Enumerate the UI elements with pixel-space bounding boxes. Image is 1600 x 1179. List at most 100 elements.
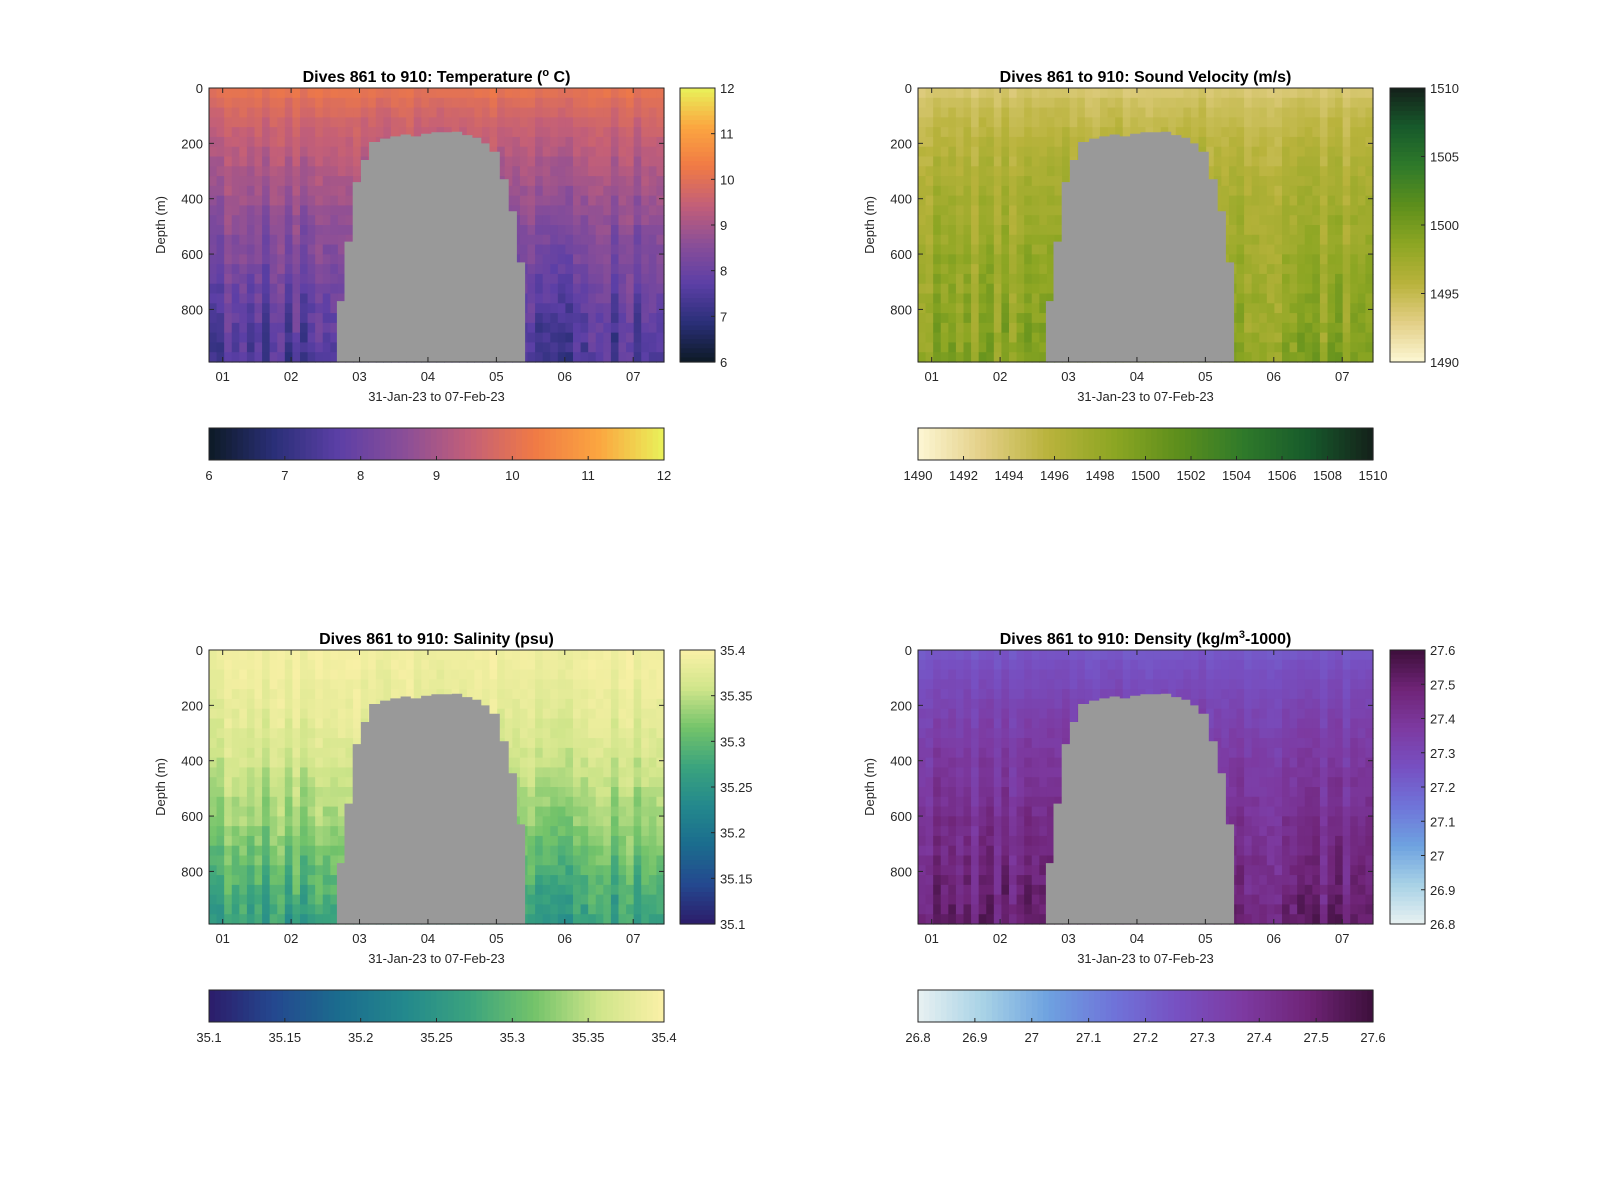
heatmap-cell bbox=[986, 97, 995, 109]
heatmap-cell bbox=[641, 146, 650, 158]
heatmap-cell bbox=[656, 185, 665, 197]
heatmap-cell bbox=[1062, 166, 1071, 177]
heatmap-cell bbox=[1077, 97, 1086, 109]
heatmap-cell bbox=[315, 185, 324, 197]
heatmap-cell bbox=[1266, 156, 1276, 167]
colorbar-segment bbox=[629, 428, 637, 460]
heatmap-cell bbox=[948, 185, 957, 197]
heatmap-cell bbox=[322, 97, 331, 109]
heatmap-cell bbox=[315, 225, 324, 236]
heatmap-cell bbox=[315, 884, 324, 896]
heatmap-cell bbox=[993, 88, 1003, 99]
heatmap-cell bbox=[209, 728, 218, 739]
colorbar-segment bbox=[680, 156, 715, 162]
colorbar-segment bbox=[680, 179, 715, 185]
heatmap-cell bbox=[307, 342, 316, 353]
heatmap-cell bbox=[618, 107, 627, 118]
heatmap-cell bbox=[1198, 97, 1207, 109]
heatmap-cell bbox=[1009, 117, 1018, 128]
heatmap-cell bbox=[1319, 185, 1329, 197]
heatmap-cell bbox=[307, 650, 316, 661]
heatmap-cell bbox=[307, 166, 316, 177]
heatmap-cell bbox=[918, 127, 927, 138]
colorbar-segment bbox=[1390, 247, 1425, 253]
heatmap-cell bbox=[254, 904, 263, 915]
heatmap-cell bbox=[1062, 146, 1071, 158]
heatmap-cell bbox=[284, 352, 294, 363]
heatmap-cell bbox=[550, 303, 559, 314]
heatmap-cell bbox=[337, 225, 347, 236]
heatmap-cell bbox=[216, 787, 225, 798]
heatmap-cell bbox=[1327, 185, 1336, 197]
heatmap-cell bbox=[254, 146, 263, 158]
heatmap-cell bbox=[345, 156, 354, 167]
heatmap-cell bbox=[345, 679, 354, 690]
heatmap-cell bbox=[573, 205, 582, 216]
heatmap-cell bbox=[1297, 156, 1306, 167]
heatmap-cell bbox=[595, 293, 604, 304]
heatmap-cell bbox=[231, 835, 240, 847]
heatmap-cell bbox=[519, 127, 529, 138]
heatmap-cell bbox=[231, 176, 240, 187]
heatmap-cell bbox=[1327, 127, 1336, 138]
heatmap-cell bbox=[1282, 146, 1291, 158]
heatmap-cell bbox=[993, 332, 1003, 344]
heatmap-cell bbox=[1039, 283, 1048, 295]
heatmap-cell bbox=[254, 855, 263, 866]
heatmap-cell bbox=[1221, 205, 1230, 216]
heatmap-cell bbox=[239, 97, 248, 109]
heatmap-cell bbox=[1054, 215, 1063, 226]
heatmap-cell bbox=[940, 185, 949, 197]
heatmap-cell bbox=[1282, 107, 1291, 118]
heatmap-cell bbox=[322, 254, 331, 265]
heatmap-cell bbox=[512, 127, 521, 138]
heatmap-cell bbox=[1274, 352, 1283, 363]
heatmap-cell bbox=[216, 708, 225, 720]
colorbar-segment bbox=[1390, 142, 1425, 148]
heatmap-cell bbox=[1274, 303, 1283, 314]
heatmap-cell bbox=[1001, 156, 1010, 167]
heatmap-cell bbox=[1145, 97, 1154, 109]
heatmap-cell bbox=[231, 728, 240, 739]
colorbar-segment bbox=[680, 133, 715, 139]
heatmap-cell bbox=[1297, 205, 1306, 216]
colorbar-segment bbox=[1202, 428, 1209, 460]
colorbar-segment bbox=[373, 428, 381, 460]
colorbar-segment bbox=[1054, 428, 1061, 460]
heatmap-cell bbox=[1077, 117, 1086, 128]
heatmap-cell bbox=[269, 195, 278, 207]
heatmap-cell bbox=[262, 816, 271, 827]
heatmap-cell bbox=[284, 865, 294, 876]
heatmap-cell bbox=[1304, 97, 1313, 109]
heatmap-cell bbox=[527, 855, 536, 866]
heatmap-cell bbox=[1282, 215, 1291, 226]
heatmap-cell bbox=[315, 322, 324, 334]
heatmap-cell bbox=[519, 176, 529, 187]
colorbar-segment bbox=[680, 352, 715, 359]
heatmap-cell bbox=[262, 796, 271, 808]
heatmap-cell bbox=[254, 747, 263, 759]
heatmap-cell bbox=[1266, 225, 1276, 236]
colorbar-segment bbox=[618, 428, 625, 460]
heatmap-cell bbox=[307, 195, 316, 207]
heatmap-cell bbox=[588, 176, 597, 187]
heatmap-cell bbox=[1009, 303, 1018, 314]
heatmap-cell bbox=[209, 88, 218, 99]
heatmap-cell bbox=[595, 273, 604, 285]
heatmap-cell bbox=[550, 205, 559, 216]
heatmap-cell bbox=[292, 185, 301, 197]
colorbar-segment bbox=[209, 428, 216, 460]
heatmap-cell bbox=[1335, 264, 1344, 275]
heatmap-cell bbox=[519, 708, 529, 720]
heatmap-cell bbox=[610, 146, 620, 158]
heatmap-cell bbox=[1024, 342, 1033, 353]
heatmap-cell bbox=[603, 136, 612, 148]
heatmap-cell bbox=[209, 738, 218, 749]
heatmap-cell bbox=[209, 875, 218, 886]
heatmap-cell bbox=[610, 234, 620, 246]
heatmap-cell bbox=[337, 264, 347, 275]
heatmap-cell bbox=[262, 234, 271, 246]
heatmap-cell bbox=[239, 835, 248, 847]
heatmap-cell bbox=[978, 322, 987, 334]
heatmap-cell bbox=[1312, 107, 1321, 118]
